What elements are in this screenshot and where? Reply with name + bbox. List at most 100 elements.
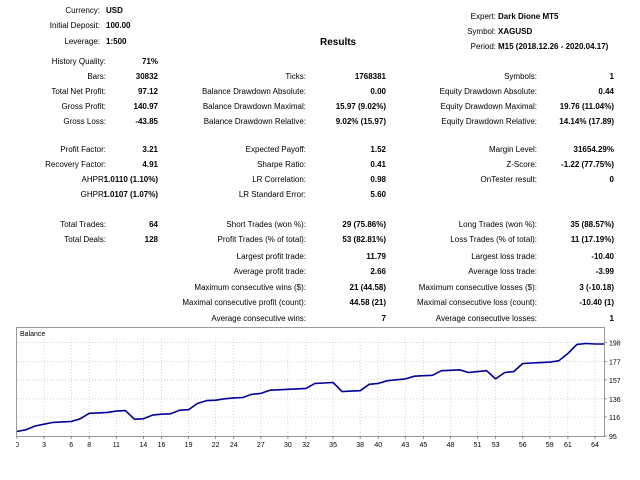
stat-value-avg-cons-losses: 1: [609, 314, 614, 323]
stat-label-bal-dd-rel: Balance Drawdown Relative:: [203, 117, 306, 126]
stat-label-largest-loss: Largest loss trade:: [471, 252, 537, 261]
stat-label-profit-trades: Profit Trades (% of total):: [217, 235, 306, 244]
stat-value-ontester: 0: [609, 175, 614, 184]
x-tick-label: 14: [140, 442, 148, 449]
stat-label-gross-profit: Gross Profit:: [61, 102, 106, 111]
x-tick-label: 64: [591, 442, 599, 449]
x-tick-label: 3: [42, 442, 46, 449]
stat-value-long-trades: 35 (88.57%): [570, 220, 614, 229]
stat-value-largest-loss: -10.40: [591, 252, 614, 261]
stat-label-avg-profit: Average profit trade:: [233, 267, 306, 276]
period-value: M15 (2018.12.26 - 2020.04.17): [498, 42, 609, 51]
stat-label-bars: Bars:: [87, 72, 106, 81]
x-tick-label: 59: [546, 442, 554, 449]
stat-label-symbols: Symbols:: [504, 72, 537, 81]
x-tick-label: 30: [284, 442, 292, 449]
x-tick-label: 16: [158, 442, 166, 449]
stat-value-eq-dd-rel: 14.14% (17.89): [559, 117, 614, 126]
stat-label-max-cons-profit: Maximal consecutive profit (count):: [182, 298, 306, 307]
x-tick-label: 24: [230, 442, 238, 449]
stat-label-ghpr: GHPR:: [80, 190, 106, 199]
y-tick-label: 95: [609, 434, 617, 441]
balance-chart-svg: Balance 95 116 136 157 177 198 0 3 6 8 11 14 16 19 22 24…: [16, 331, 621, 449]
stat-value-max-cons-profit: 44.58 (21): [349, 298, 386, 307]
stat-value-eq-dd-abs: 0.44: [598, 87, 614, 96]
stat-value-max-cons-loss: -10.40 (1): [579, 298, 614, 307]
stat-value-gross-profit: 140.97: [133, 102, 158, 111]
x-tick-label: 27: [257, 442, 265, 449]
stat-value-expected-payoff: 1.52: [370, 145, 386, 154]
stat-label-eq-dd-rel: Equity Drawdown Relative:: [441, 117, 537, 126]
stat-label-short-trades: Short Trades (won %):: [226, 220, 306, 229]
y-tick-label: 116: [609, 415, 620, 422]
stat-label-total-trades: Total Trades:: [60, 220, 106, 229]
balance-series-line: [16, 342, 604, 433]
x-tick-label: 45: [419, 442, 427, 449]
x-tick-label: 0: [16, 442, 19, 449]
stat-value-avg-profit: 2.66: [370, 267, 386, 276]
stat-value-bars: 30832: [135, 72, 158, 81]
x-tick-label: 56: [519, 442, 527, 449]
stat-label-bal-dd-abs: Balance Drawdown Absolute:: [201, 87, 306, 96]
stat-value-total-trades: 64: [149, 220, 158, 229]
stat-label-loss-trades: Loss Trades (% of total):: [450, 235, 537, 244]
currency-value: USD: [106, 6, 123, 15]
x-tick-label: 19: [185, 442, 193, 449]
stat-value-short-trades: 29 (75.86%): [342, 220, 386, 229]
y-tick-label: 136: [609, 397, 621, 404]
x-tick-label: 38: [356, 442, 364, 449]
x-tick-label: 11: [113, 442, 120, 449]
stat-value-avg-loss: -3.99: [595, 267, 614, 276]
stat-label-net-profit: Total Net Profit:: [51, 87, 106, 96]
stat-label-ahpr: AHPR:: [81, 175, 106, 184]
stat-value-bal-dd-abs: 0.00: [370, 87, 386, 96]
stat-value-net-profit: 97.12: [137, 87, 158, 96]
x-tick-label: 43: [401, 442, 409, 449]
stat-label-eq-dd-max: Equity Drawdown Maximal:: [440, 102, 537, 111]
stat-value-gross-loss: -43.85: [135, 117, 158, 126]
stat-value-lr-corr: 0.98: [370, 175, 386, 184]
stat-value-largest-profit: 11.79: [366, 252, 386, 261]
expert-label: Expert:: [470, 12, 496, 21]
symbol-value: XAGUSD: [498, 27, 533, 36]
stat-label-avg-cons-losses: Average consecutive losses:: [435, 314, 537, 323]
stat-label-avg-loss: Average loss trade:: [468, 267, 537, 276]
results-title: Results: [320, 37, 357, 48]
y-tick-label: 177: [609, 360, 621, 367]
stat-label-sharpe: Sharpe Ratio:: [257, 160, 306, 169]
stat-value-lr-err: 5.60: [370, 190, 386, 199]
stat-label-profit-factor: Profit Factor:: [60, 145, 106, 154]
stat-label-max-cons-loss: Maximal consecutive loss (count):: [416, 298, 537, 307]
stat-label-gross-loss: Gross Loss:: [63, 117, 106, 126]
stat-value-sharpe: 0.41: [370, 160, 386, 169]
stat-value-history-quality: 71%: [141, 57, 158, 66]
initial-deposit-value: 100.00: [106, 21, 131, 30]
stat-label-history-quality: History Quality:: [51, 57, 106, 66]
stat-value-recovery-factor: 4.91: [142, 160, 158, 169]
stat-value-margin-level: 31654.29%: [573, 145, 614, 154]
x-tick-label: 35: [329, 442, 337, 449]
stat-value-bal-dd-rel: 9.02% (15.97): [335, 117, 386, 126]
stat-label-max-cons-wins: Maximum consecutive wins ($):: [194, 283, 306, 292]
stat-label-expected-payoff: Expected Payoff:: [245, 145, 306, 154]
stat-value-bal-dd-max: 15.97 (9.02%): [335, 102, 386, 111]
stat-value-zscore: -1.22 (77.75%): [561, 160, 614, 169]
x-tick-label: 6: [69, 442, 73, 449]
leverage-value: 1:500: [106, 37, 127, 46]
stat-value-total-deals: 128: [144, 235, 158, 244]
leverage-label: Leverage:: [64, 37, 100, 46]
stat-label-long-trades: Long Trades (won %):: [458, 220, 537, 229]
stat-label-ontester: OnTester result:: [480, 175, 537, 184]
stat-label-lr-corr: LR Correlation:: [252, 175, 306, 184]
stat-value-symbols: 1: [609, 72, 614, 81]
symbol-label: Symbol:: [467, 27, 496, 36]
stat-value-max-cons-wins: 21 (44.58): [349, 283, 386, 292]
stat-value-profit-trades: 53 (82.81%): [342, 235, 386, 244]
stat-value-profit-factor: 3.21: [142, 145, 158, 154]
period-label: Period:: [470, 42, 496, 51]
stat-value-ahpr: 1.0110 (1.10%): [103, 175, 158, 184]
stat-label-largest-profit: Largest profit trade:: [236, 252, 306, 261]
stat-label-margin-level: Margin Level:: [488, 145, 537, 154]
stat-value-loss-trades: 11 (17.19%): [570, 235, 614, 244]
stat-label-recovery-factor: Recovery Factor:: [45, 160, 106, 169]
